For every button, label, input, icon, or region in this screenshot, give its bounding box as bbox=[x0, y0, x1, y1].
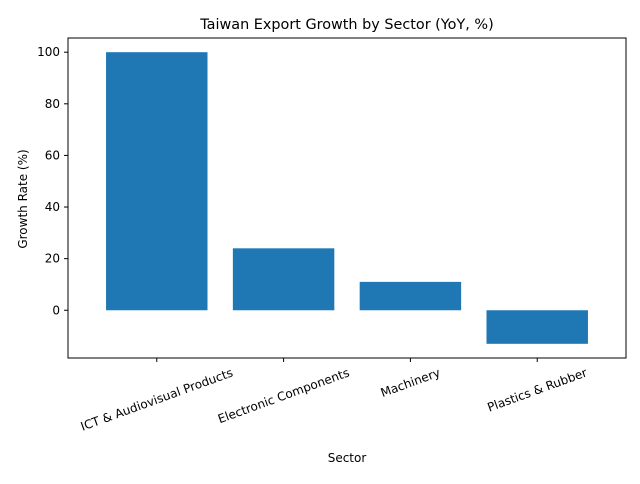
bar-1 bbox=[232, 248, 335, 311]
y-tick-label-3: 60 bbox=[45, 148, 60, 162]
y-axis-ticks: 0 20 40 60 80 100 bbox=[37, 45, 68, 317]
chart-title: Taiwan Export Growth by Sector (YoY, %) bbox=[199, 17, 493, 33]
y-tick-label-0: 0 bbox=[52, 303, 60, 317]
y-tick-label-5: 100 bbox=[37, 45, 60, 59]
y-tick-label-2: 40 bbox=[45, 200, 60, 214]
bars-group bbox=[106, 52, 588, 344]
y-tick-label-4: 80 bbox=[45, 97, 60, 111]
bar-3 bbox=[486, 310, 588, 344]
bar-0 bbox=[106, 52, 208, 311]
y-axis-label: Growth Rate (%) bbox=[16, 149, 30, 248]
plot-area-frame bbox=[67, 37, 627, 359]
y-tick-label-1: 20 bbox=[45, 252, 60, 266]
x-axis-label: Sector bbox=[328, 451, 367, 465]
bar-2 bbox=[359, 281, 462, 311]
